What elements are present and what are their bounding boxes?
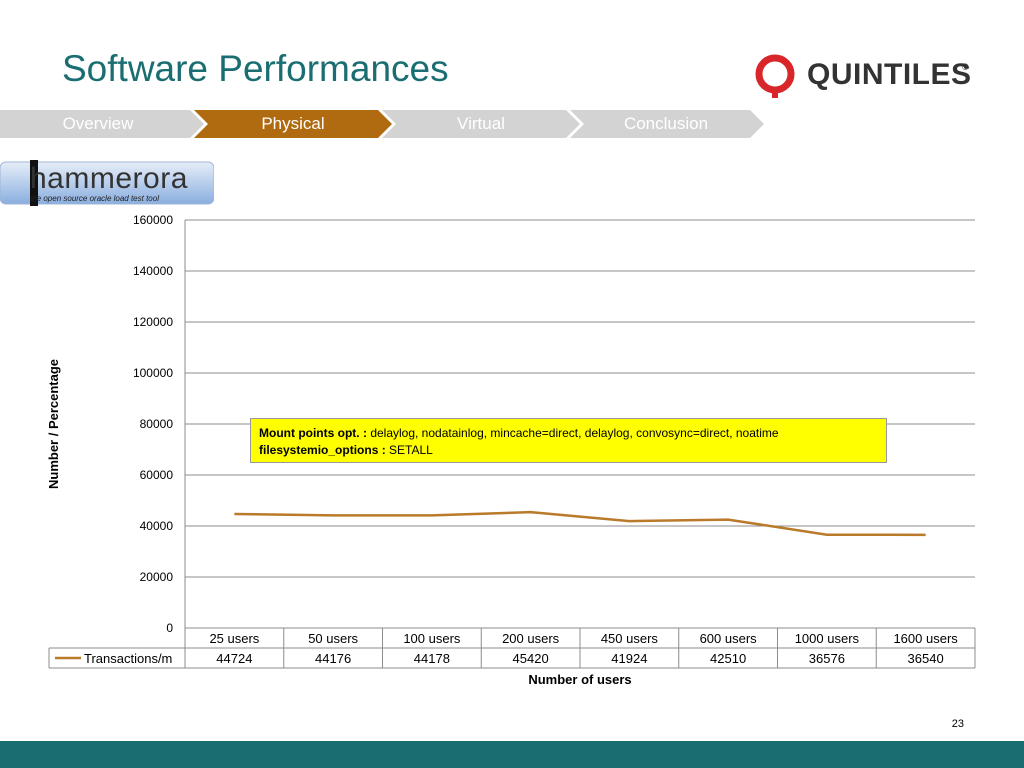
mount-options-annotation: Mount points opt. : delaylog, nodatainlo… — [250, 418, 887, 463]
nav-arrow-overview — [0, 110, 204, 138]
hammerora-name: hammerora — [30, 162, 188, 195]
y-tick-label: 120000 — [133, 315, 173, 329]
data-table: 25 users 50 users 100 users 200 users 450 us… — [48, 627, 976, 669]
section-nav: Overview Physical Virtual Conclusion — [0, 110, 770, 138]
legend-entry: Transactions/m — [84, 651, 172, 666]
x-tick-label: 1000 users — [795, 631, 860, 646]
nav-arrows — [0, 110, 764, 138]
y-tick-label: 0 — [166, 621, 173, 635]
data-label: 45420 — [513, 651, 549, 666]
logo-text: QUINTILES — [807, 58, 972, 91]
y-tick-label: 140000 — [133, 264, 173, 278]
tab-conclusion[interactable]: Conclusion — [623, 114, 709, 133]
nav-arrow-virtual — [382, 110, 580, 138]
nav-arrow-physical — [194, 110, 392, 138]
annotation-label-2: filesystemio_options : — [259, 443, 390, 457]
tab-virtual[interactable]: Virtual — [457, 114, 505, 133]
nav-arrow-conclusion — [570, 110, 764, 138]
x-tick-label: 200 users — [502, 631, 560, 646]
y-tick-label: 160000 — [133, 213, 173, 227]
y-axis-ticks: 0 20000 40000 60000 80000 100000 120000 140000 1… — [133, 213, 173, 635]
page-title: Software Performances — [62, 48, 449, 89]
data-label: 36540 — [908, 651, 944, 666]
data-label: 36576 — [809, 651, 845, 666]
data-label: 42510 — [710, 651, 746, 666]
y-axis-title: Number / Percentage — [46, 359, 61, 489]
x-tick-label: 600 users — [700, 631, 758, 646]
tab-overview[interactable]: Overview — [62, 114, 134, 133]
hammerora-tagline: the open source oracle load test tool — [30, 194, 159, 203]
quintiles-logo: QUINTILES ® — [752, 52, 972, 98]
x-tick-label: 450 users — [601, 631, 659, 646]
y-tick-label: 100000 — [133, 366, 173, 380]
tab-physical[interactable]: Physical — [261, 114, 325, 133]
x-tick-label: 100 users — [403, 631, 461, 646]
hammerora-logo: hammerora the open source oracle load te… — [0, 160, 214, 206]
data-label: 44724 — [216, 651, 252, 666]
x-tick-label: 25 users — [209, 631, 259, 646]
x-tick-label: 1600 users — [893, 631, 958, 646]
footer-bar — [0, 741, 1024, 768]
data-label: 44176 — [315, 651, 351, 666]
data-label: 41924 — [611, 651, 647, 666]
y-tick-label: 40000 — [140, 519, 174, 533]
annotation-value-2: SETALL — [389, 443, 433, 457]
x-axis-title: Number of users — [528, 672, 631, 687]
x-tick-label: 50 users — [308, 631, 358, 646]
data-label: 44178 — [414, 651, 450, 666]
y-tick-label: 60000 — [140, 468, 174, 482]
logo-registered: ® — [962, 62, 969, 72]
annotation-value-1: delaylog, nodatainlog, mincache=direct, … — [370, 426, 779, 440]
page-number: 23 — [951, 718, 964, 730]
chart-series — [234, 510, 926, 537]
hammerora-banner — [0, 161, 214, 205]
annotation-label-1: Mount points opt. : — [259, 426, 371, 440]
series-line — [234, 510, 926, 537]
quintiles-q-icon — [755, 54, 795, 98]
y-tick-label: 20000 — [140, 570, 174, 584]
y-tick-label: 80000 — [140, 417, 174, 431]
hammerora-bar-icon — [30, 160, 38, 206]
